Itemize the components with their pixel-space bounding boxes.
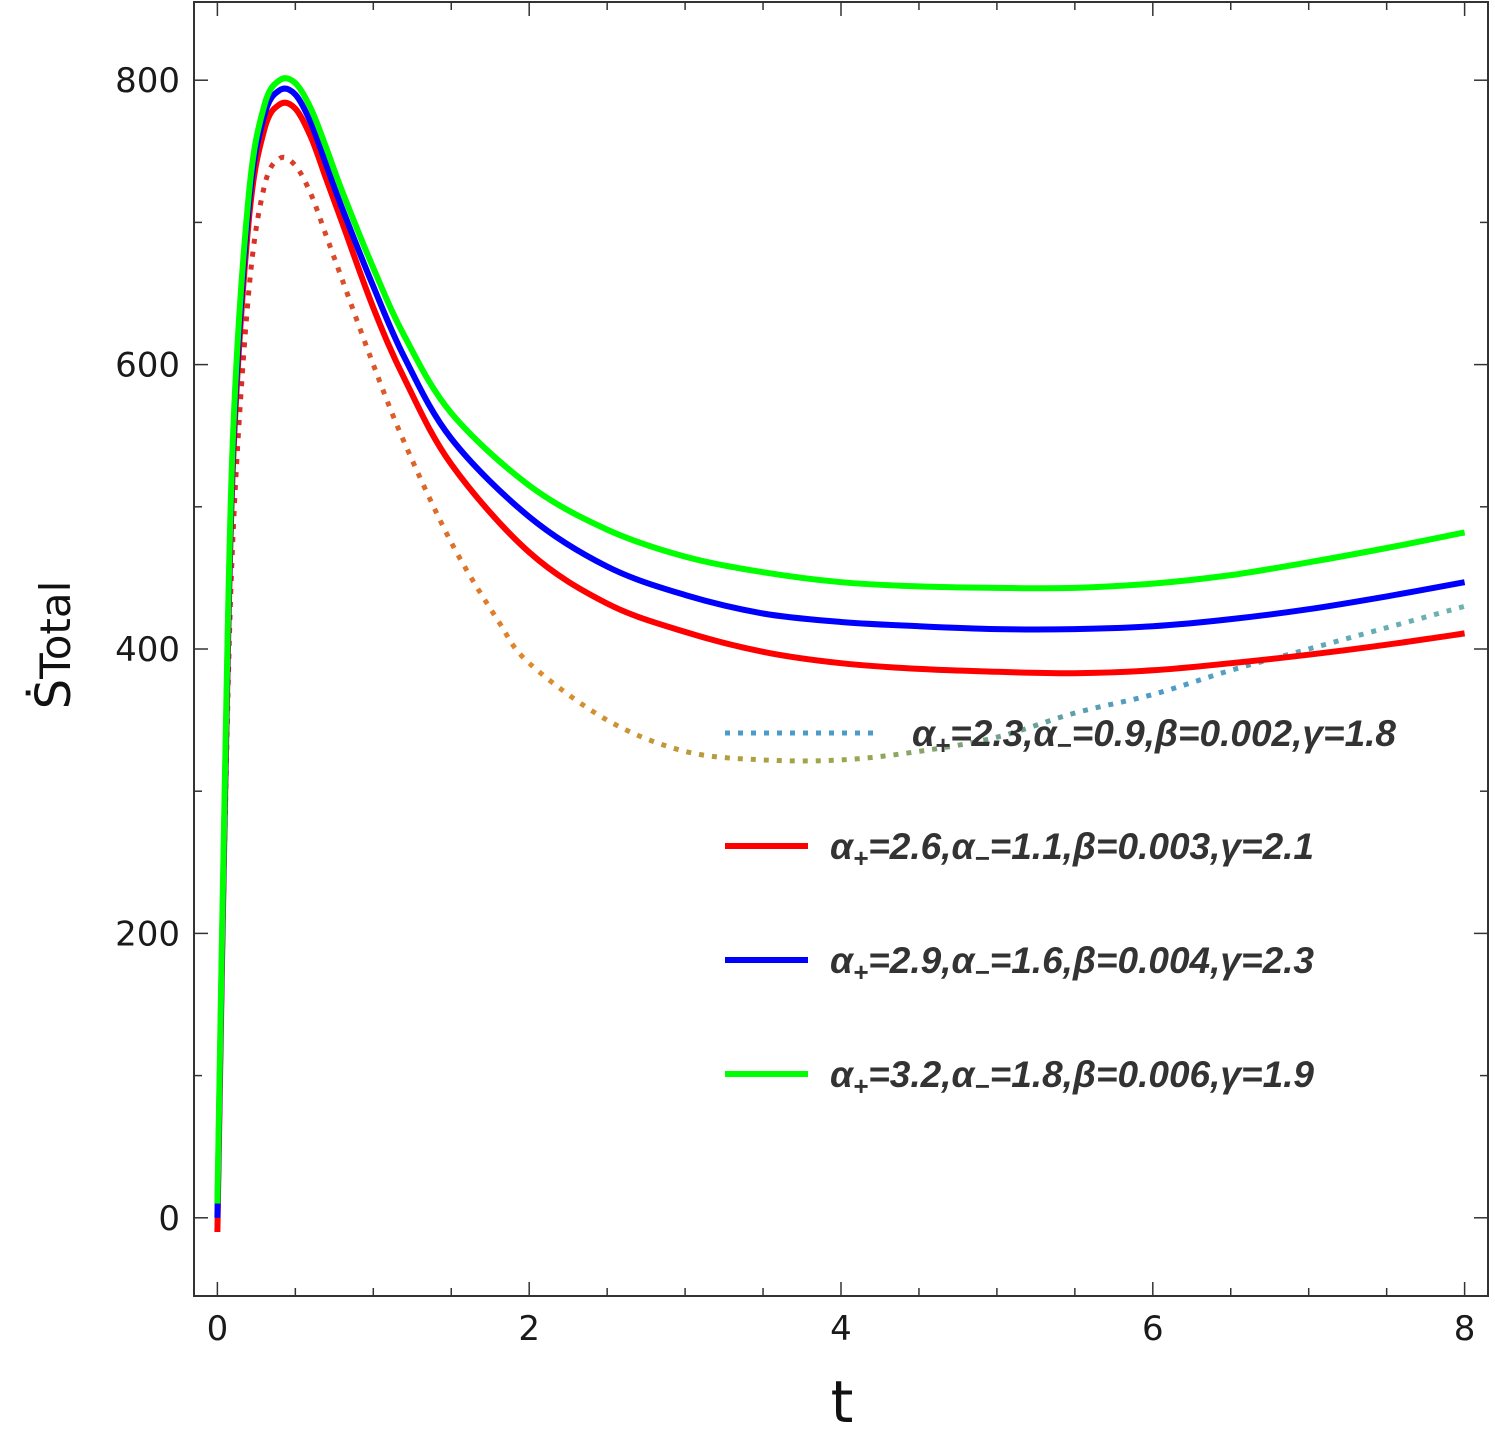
legend-label: α+=2.9,α−=1.6,β=0.004,γ=2.3 xyxy=(830,940,1314,987)
x-axis-title: t xyxy=(831,1368,854,1431)
x-tick-label: 4 xyxy=(830,1309,852,1349)
x-tick-label: 6 xyxy=(1142,1309,1164,1349)
svg-text:ṠTotal: ṠTotal xyxy=(26,581,82,710)
legend-entry-3: α+=2.9,α−=1.6,β=0.004,γ=2.3 xyxy=(725,940,1314,987)
y-axis-title: ṠTotal xyxy=(26,581,82,710)
legend-label: α+=2.3,α−=0.9,β=0.002,γ=1.8 xyxy=(912,713,1396,760)
legend-label: α+=2.6,α−=1.1,β=0.003,γ=2.1 xyxy=(830,826,1314,873)
legend-entry-2: α+=2.6,α−=1.1,β=0.003,γ=2.1 xyxy=(725,826,1314,873)
series-line-3 xyxy=(214,85,1466,1218)
legend: α+=2.3,α−=0.9,β=0.002,γ=1.8 α+=2.6,α−=1.1… xyxy=(725,713,1396,1101)
y-tick-label: 800 xyxy=(115,61,180,101)
legend-entry-1: α+=2.3,α−=0.9,β=0.002,γ=1.8 xyxy=(725,713,1396,760)
legend-label: α+=3.2,α−=1.8,β=0.006,γ=1.9 xyxy=(830,1054,1314,1101)
y-tick-label: 200 xyxy=(115,914,180,954)
x-tick-label: 0 xyxy=(207,1309,229,1349)
series-line-4 xyxy=(214,75,1466,1204)
x-tick-label: 8 xyxy=(1454,1309,1476,1349)
y-tick-label: 600 xyxy=(115,346,180,386)
y-axis-title-subscript: Total xyxy=(31,581,80,680)
x-tick-label: 2 xyxy=(518,1309,540,1349)
axis-tick-labels: 0 2 4 6 8 0 200 400 600 800 xyxy=(115,61,1475,1349)
y-axis-title-symbol: Ṡ xyxy=(26,679,82,709)
y-tick-label: 400 xyxy=(115,630,180,670)
series-lines xyxy=(214,75,1466,1233)
legend-entry-4: α+=3.2,α−=1.8,β=0.006,γ=1.9 xyxy=(725,1054,1314,1101)
axis-ticks xyxy=(194,2,1488,1296)
y-tick-label: 0 xyxy=(158,1199,180,1239)
plot-frame xyxy=(193,1,1489,1297)
